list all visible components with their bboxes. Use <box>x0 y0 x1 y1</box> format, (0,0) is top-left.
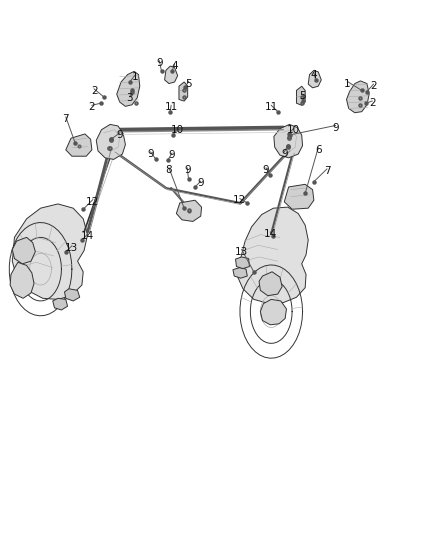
Polygon shape <box>10 262 34 298</box>
Text: 5: 5 <box>299 91 306 101</box>
Text: 10: 10 <box>287 125 300 135</box>
Polygon shape <box>53 298 67 310</box>
Polygon shape <box>297 86 305 106</box>
Text: 9: 9 <box>156 59 162 68</box>
Polygon shape <box>12 237 35 264</box>
Text: 8: 8 <box>166 165 172 175</box>
Text: 1: 1 <box>344 78 351 88</box>
Polygon shape <box>165 66 178 84</box>
Polygon shape <box>96 124 125 159</box>
Polygon shape <box>346 81 369 113</box>
Text: 2: 2 <box>370 81 377 91</box>
Text: 14: 14 <box>81 231 94 241</box>
Text: 9: 9 <box>147 149 154 159</box>
Text: 4: 4 <box>311 70 317 79</box>
Text: 9: 9 <box>198 177 204 188</box>
Text: 7: 7 <box>324 166 330 176</box>
Text: 14: 14 <box>264 229 277 239</box>
Text: 6: 6 <box>315 145 321 155</box>
Text: 9: 9 <box>117 130 123 140</box>
Polygon shape <box>64 289 80 301</box>
Text: 2: 2 <box>88 102 95 112</box>
Polygon shape <box>233 268 247 278</box>
Text: 12: 12 <box>86 197 99 207</box>
Polygon shape <box>308 70 321 88</box>
Polygon shape <box>179 82 187 101</box>
Text: 1: 1 <box>132 71 139 82</box>
Text: 4: 4 <box>171 61 178 71</box>
Text: 9: 9 <box>332 123 339 133</box>
Text: 9: 9 <box>169 150 175 160</box>
Text: 5: 5 <box>185 78 192 88</box>
Polygon shape <box>237 207 308 304</box>
Text: 9: 9 <box>281 149 288 159</box>
Polygon shape <box>117 71 140 107</box>
Text: 13: 13 <box>65 243 78 253</box>
Text: 2: 2 <box>91 86 97 96</box>
Polygon shape <box>259 272 282 296</box>
Text: 11: 11 <box>165 102 178 112</box>
Polygon shape <box>12 204 88 300</box>
Polygon shape <box>260 300 286 325</box>
Text: 3: 3 <box>127 93 133 103</box>
Text: 12: 12 <box>233 195 247 205</box>
Polygon shape <box>274 124 303 158</box>
Text: 11: 11 <box>265 102 278 112</box>
Text: 2: 2 <box>369 98 375 108</box>
Polygon shape <box>236 257 250 269</box>
Text: 13: 13 <box>235 247 248 257</box>
Polygon shape <box>284 184 314 209</box>
Polygon shape <box>66 134 92 156</box>
Polygon shape <box>177 200 201 221</box>
Text: 10: 10 <box>171 125 184 135</box>
Text: 7: 7 <box>63 114 69 124</box>
Text: 9: 9 <box>263 165 269 175</box>
Text: 9: 9 <box>184 165 191 175</box>
